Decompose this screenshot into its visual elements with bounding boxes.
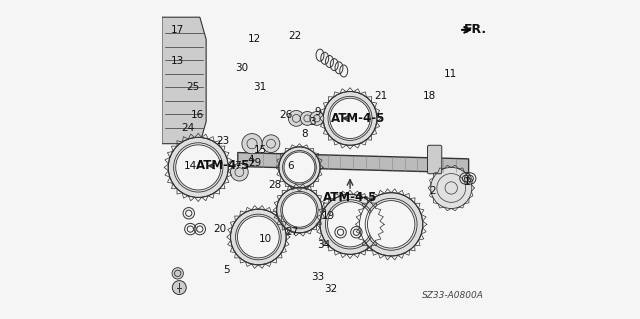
Text: 29: 29 [248, 158, 261, 168]
Circle shape [310, 111, 324, 125]
Polygon shape [162, 17, 206, 144]
Text: 15: 15 [254, 145, 267, 155]
Circle shape [276, 187, 322, 233]
Text: 19: 19 [322, 211, 335, 221]
Text: 14: 14 [184, 161, 197, 171]
Circle shape [242, 134, 262, 154]
Text: 18: 18 [422, 91, 436, 101]
Text: 22: 22 [289, 31, 302, 41]
Text: 2: 2 [429, 186, 436, 196]
Text: 34: 34 [317, 240, 331, 250]
Circle shape [431, 167, 472, 209]
Circle shape [230, 163, 248, 181]
Circle shape [328, 202, 372, 247]
Text: 26: 26 [280, 110, 292, 120]
Text: 10: 10 [259, 234, 272, 243]
Text: 8: 8 [301, 129, 308, 139]
Circle shape [360, 193, 423, 256]
Text: 21: 21 [374, 91, 388, 101]
Circle shape [284, 152, 315, 183]
Circle shape [323, 92, 377, 145]
Text: 9: 9 [314, 107, 321, 117]
Text: 24: 24 [182, 123, 195, 133]
Circle shape [289, 110, 304, 126]
Circle shape [279, 147, 320, 188]
Text: 25: 25 [186, 82, 200, 92]
Circle shape [237, 216, 279, 258]
Text: 33: 33 [311, 271, 324, 281]
Text: 12: 12 [248, 34, 261, 44]
Polygon shape [238, 152, 468, 173]
FancyBboxPatch shape [428, 145, 442, 174]
Text: 3: 3 [308, 116, 316, 127]
Text: 31: 31 [253, 82, 266, 92]
Text: 28: 28 [268, 180, 282, 190]
Text: 13: 13 [171, 56, 184, 66]
Circle shape [320, 194, 380, 254]
Circle shape [172, 268, 184, 279]
Text: 30: 30 [236, 63, 248, 73]
Text: ATM-4-5: ATM-4-5 [323, 191, 377, 204]
Text: 5: 5 [223, 265, 230, 275]
Text: 23: 23 [216, 136, 230, 145]
Text: SZ33-A0800A: SZ33-A0800A [422, 291, 484, 300]
Text: 27: 27 [285, 227, 299, 237]
Circle shape [330, 98, 370, 138]
Text: 20: 20 [213, 224, 227, 234]
Circle shape [230, 209, 286, 265]
Text: ATM-4-5: ATM-4-5 [196, 159, 251, 172]
Text: 11: 11 [444, 69, 457, 79]
Text: 32: 32 [324, 284, 337, 294]
Text: 7: 7 [234, 161, 241, 171]
Circle shape [300, 111, 314, 125]
Circle shape [168, 137, 228, 197]
Text: 1: 1 [464, 177, 470, 187]
Text: 6: 6 [287, 161, 294, 171]
Text: 17: 17 [171, 25, 184, 35]
Circle shape [367, 201, 415, 248]
Circle shape [282, 193, 317, 227]
Text: ATM-4-5: ATM-4-5 [331, 112, 385, 125]
Circle shape [262, 135, 280, 152]
Text: FR.: FR. [464, 23, 487, 36]
Text: 4: 4 [248, 154, 254, 165]
Circle shape [172, 281, 186, 294]
Circle shape [176, 145, 221, 190]
Text: 16: 16 [191, 110, 204, 120]
